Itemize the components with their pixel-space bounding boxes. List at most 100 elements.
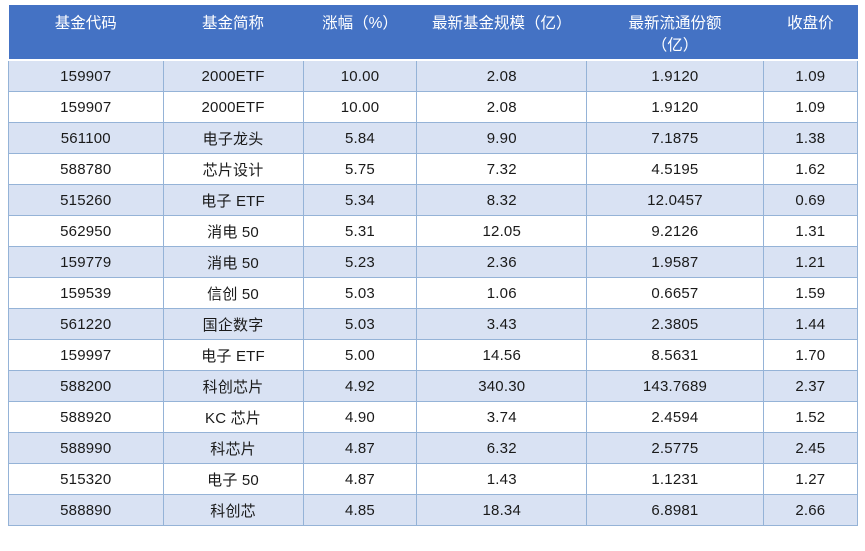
cell-fund-size: 8.32 bbox=[416, 184, 588, 216]
cell-fund-size: 2.08 bbox=[416, 91, 588, 123]
cell-fund-size: 3.43 bbox=[416, 308, 588, 340]
table-row: 561100 电子龙头 5.84 9.90 7.1875 1.38 bbox=[8, 122, 859, 154]
cell-change-pct: 5.03 bbox=[302, 308, 418, 340]
cell-fund-name: 科芯片 bbox=[162, 432, 304, 464]
table-row: 588920 KC 芯片 4.90 3.74 2.4594 1.52 bbox=[8, 401, 859, 433]
cell-fund-size: 1.06 bbox=[416, 277, 588, 309]
cell-fund-name: 电子 ETF bbox=[162, 339, 304, 371]
cell-close-price: 1.21 bbox=[762, 246, 859, 278]
col-header-change-pct-label: 涨幅（%） bbox=[322, 15, 398, 32]
col-header-fund-name-label: 基金简称 bbox=[202, 15, 265, 32]
cell-fund-name: 消电 50 bbox=[162, 246, 304, 278]
cell-fund-name: 2000ETF bbox=[162, 59, 304, 92]
cell-fund-size: 340.30 bbox=[416, 370, 588, 402]
cell-circulating-shares: 6.8981 bbox=[586, 494, 764, 526]
cell-close-price: 1.31 bbox=[762, 215, 859, 247]
cell-change-pct: 5.00 bbox=[302, 339, 418, 371]
col-header-circulating-shares-label: 最新流通份额（亿） bbox=[628, 15, 722, 55]
cell-fund-size: 2.36 bbox=[416, 246, 588, 278]
cell-fund-size: 18.34 bbox=[416, 494, 588, 526]
cell-change-pct: 5.03 bbox=[302, 277, 418, 309]
cell-circulating-shares: 12.0457 bbox=[586, 184, 764, 216]
cell-close-price: 2.45 bbox=[762, 432, 859, 464]
col-header-fund-size: 最新基金规模（亿） bbox=[416, 5, 587, 61]
col-header-change-pct: 涨幅（%） bbox=[303, 5, 417, 61]
cell-fund-code: 588990 bbox=[8, 432, 164, 464]
cell-close-price: 1.70 bbox=[762, 339, 859, 371]
table-row: 588990 科芯片 4.87 6.32 2.5775 2.45 bbox=[8, 432, 859, 464]
cell-fund-code: 588890 bbox=[8, 494, 164, 526]
fund-table: 基金代码 基金简称 涨幅（%） 最新基金规模（亿） 最新流通份额（亿） 收盘价 bbox=[8, 5, 859, 526]
cell-circulating-shares: 1.9120 bbox=[586, 59, 764, 92]
cell-close-price: 1.62 bbox=[762, 153, 859, 185]
cell-fund-code: 588200 bbox=[8, 370, 164, 402]
col-header-close-price-label: 收盘价 bbox=[787, 15, 834, 32]
cell-fund-size: 7.32 bbox=[416, 153, 588, 185]
table-row: 515320 电子 50 4.87 1.43 1.1231 1.27 bbox=[8, 463, 859, 495]
col-header-fund-code-label: 基金代码 bbox=[54, 15, 117, 32]
cell-circulating-shares: 143.7689 bbox=[586, 370, 764, 402]
col-header-fund-size-label: 最新基金规模（亿） bbox=[432, 15, 572, 32]
header-row: 基金代码 基金简称 涨幅（%） 最新基金规模（亿） 最新流通份额（亿） 收盘价 bbox=[8, 5, 858, 61]
table-row: 562950 消电 50 5.31 12.05 9.2126 1.31 bbox=[8, 215, 859, 247]
table-row: 159907 2000ETF 10.00 2.08 1.9120 1.09 bbox=[8, 91, 859, 123]
cell-fund-code: 515260 bbox=[8, 184, 164, 216]
cell-close-price: 1.27 bbox=[762, 463, 859, 495]
cell-change-pct: 4.87 bbox=[302, 432, 418, 464]
cell-fund-code: 588780 bbox=[8, 153, 164, 185]
cell-circulating-shares: 4.5195 bbox=[586, 153, 764, 185]
table-body: 159907 2000ETF 10.00 2.08 1.9120 1.09 15… bbox=[8, 59, 859, 526]
table-row: 588780 芯片设计 5.75 7.32 4.5195 1.62 bbox=[8, 153, 859, 185]
cell-fund-code: 159907 bbox=[8, 59, 164, 92]
cell-fund-size: 1.43 bbox=[416, 463, 588, 495]
cell-fund-code: 159539 bbox=[8, 277, 164, 309]
cell-close-price: 1.44 bbox=[762, 308, 859, 340]
col-header-fund-name: 基金简称 bbox=[163, 5, 304, 61]
cell-fund-code: 159997 bbox=[8, 339, 164, 371]
cell-change-pct: 5.23 bbox=[302, 246, 418, 278]
cell-circulating-shares: 2.5775 bbox=[586, 432, 764, 464]
cell-close-price: 1.52 bbox=[762, 401, 859, 433]
cell-fund-name: 科创芯片 bbox=[162, 370, 304, 402]
cell-fund-name: KC 芯片 bbox=[162, 401, 304, 433]
cell-change-pct: 5.34 bbox=[302, 184, 418, 216]
cell-close-price: 0.69 bbox=[762, 184, 859, 216]
cell-fund-size: 6.32 bbox=[416, 432, 588, 464]
cell-circulating-shares: 1.9120 bbox=[586, 91, 764, 123]
cell-fund-size: 2.08 bbox=[416, 59, 588, 92]
cell-change-pct: 4.90 bbox=[302, 401, 418, 433]
table-row: 515260 电子 ETF 5.34 8.32 12.0457 0.69 bbox=[8, 184, 859, 216]
cell-fund-name: 芯片设计 bbox=[162, 153, 304, 185]
cell-fund-name: 信创 50 bbox=[162, 277, 304, 309]
cell-fund-size: 12.05 bbox=[416, 215, 588, 247]
cell-circulating-shares: 9.2126 bbox=[586, 215, 764, 247]
cell-fund-name: 电子 ETF bbox=[162, 184, 304, 216]
table-row: 159779 消电 50 5.23 2.36 1.9587 1.21 bbox=[8, 246, 859, 278]
cell-change-pct: 4.87 bbox=[302, 463, 418, 495]
cell-fund-name: 2000ETF bbox=[162, 91, 304, 123]
cell-circulating-shares: 1.9587 bbox=[586, 246, 764, 278]
cell-circulating-shares: 1.1231 bbox=[586, 463, 764, 495]
cell-fund-size: 14.56 bbox=[416, 339, 588, 371]
cell-change-pct: 5.31 bbox=[302, 215, 418, 247]
cell-fund-code: 159907 bbox=[8, 91, 164, 123]
cell-fund-size: 3.74 bbox=[416, 401, 588, 433]
cell-change-pct: 4.92 bbox=[302, 370, 418, 402]
cell-close-price: 1.09 bbox=[762, 91, 859, 123]
table-row: 588200 科创芯片 4.92 340.30 143.7689 2.37 bbox=[8, 370, 859, 402]
cell-fund-code: 561100 bbox=[8, 122, 164, 154]
cell-fund-code: 515320 bbox=[8, 463, 164, 495]
cell-close-price: 2.37 bbox=[762, 370, 859, 402]
table-row: 561220 国企数字 5.03 3.43 2.3805 1.44 bbox=[8, 308, 859, 340]
cell-change-pct: 10.00 bbox=[302, 59, 418, 92]
cell-close-price: 2.66 bbox=[762, 494, 859, 526]
cell-close-price: 1.59 bbox=[762, 277, 859, 309]
cell-fund-name: 消电 50 bbox=[162, 215, 304, 247]
cell-fund-code: 588920 bbox=[8, 401, 164, 433]
table-row: 159997 电子 ETF 5.00 14.56 8.5631 1.70 bbox=[8, 339, 859, 371]
cell-change-pct: 5.84 bbox=[302, 122, 418, 154]
cell-fund-name: 电子 50 bbox=[162, 463, 304, 495]
cell-close-price: 1.09 bbox=[762, 59, 859, 92]
cell-circulating-shares: 2.3805 bbox=[586, 308, 764, 340]
col-header-circulating-shares: 最新流通份额（亿） bbox=[586, 5, 764, 61]
